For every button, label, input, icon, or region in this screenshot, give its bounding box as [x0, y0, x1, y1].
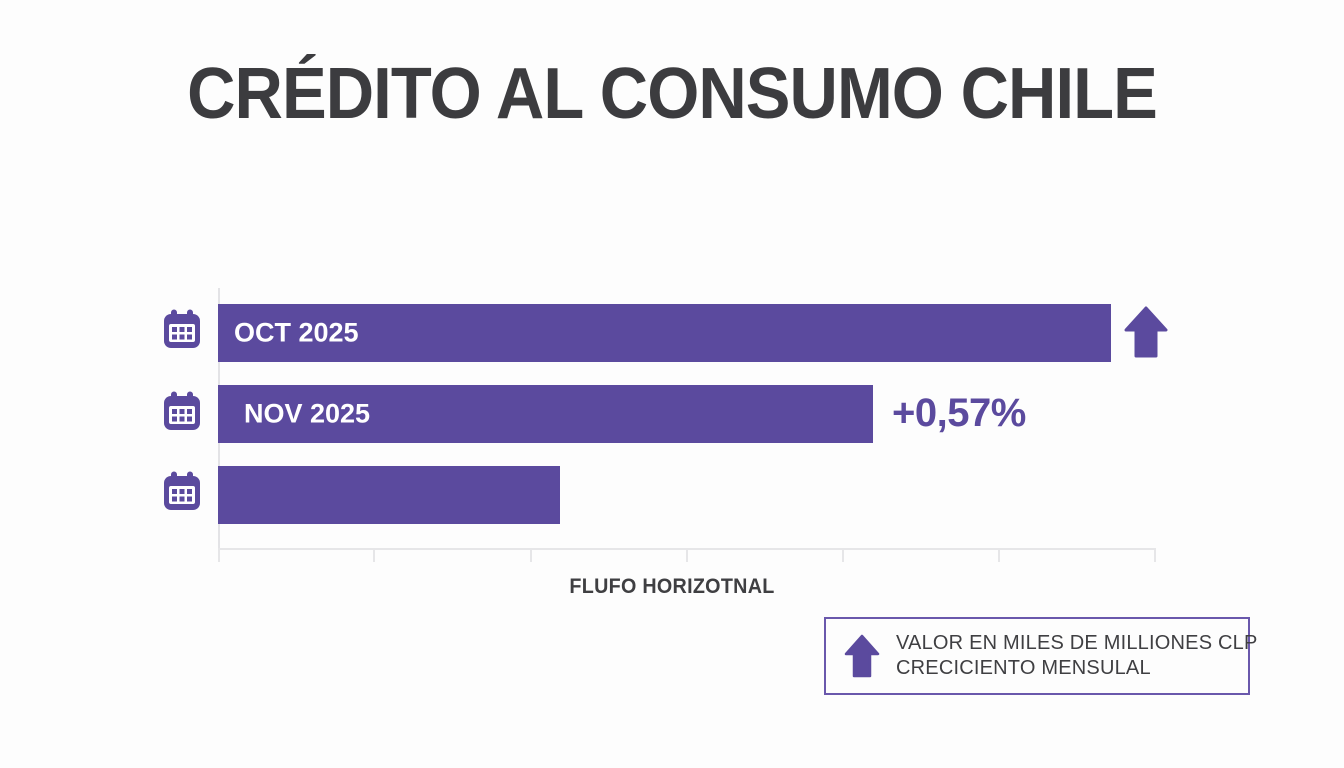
- x-axis-tick: [842, 548, 844, 562]
- bar-third[interactable]: [218, 466, 560, 524]
- bar-row[interactable]: NOV 2025: [218, 385, 1156, 443]
- legend-line-1: VALOR EN MILES DE MILLIONES CLP: [896, 632, 1258, 654]
- bar-row[interactable]: OCT 2025: [218, 304, 1156, 362]
- page-title: CRÉDITO AL CONSUMO CHILE: [187, 54, 1158, 134]
- bar-nov-2025[interactable]: [218, 385, 873, 443]
- bar-oct-2025[interactable]: [218, 304, 1111, 362]
- legend: VALOR EN MILES DE MILLIONES CLP CRECICIE…: [824, 617, 1257, 695]
- bar-row[interactable]: [218, 466, 1156, 524]
- x-axis-tick: [998, 548, 1000, 562]
- calendar-icon: [162, 308, 202, 350]
- x-axis-tick: [530, 548, 532, 562]
- calendar-icon: [162, 470, 202, 512]
- arrow-up-icon: [844, 634, 880, 678]
- calendar-icon: [162, 390, 202, 432]
- legend-line-2: CRECICIENTO MENSULAL: [896, 657, 1151, 679]
- arrow-up-icon: [1124, 306, 1168, 358]
- chart-plot-area: OCT 2025 NOV 2025: [218, 288, 1156, 562]
- x-axis-tick: [218, 548, 220, 562]
- x-axis-tick: [686, 548, 688, 562]
- x-axis-tick: [1154, 548, 1156, 562]
- bar-label: OCT 2025: [234, 317, 359, 348]
- legend-text: VALOR EN MILES DE MILLIONES CLP CRECICIE…: [896, 631, 1258, 681]
- x-axis-tick: [373, 548, 375, 562]
- x-axis-title: FLUFO HORIZOTNAL: [569, 575, 775, 598]
- growth-percentage-label: +0,57%: [892, 391, 1026, 435]
- bar-label: NOV 2025: [244, 398, 371, 429]
